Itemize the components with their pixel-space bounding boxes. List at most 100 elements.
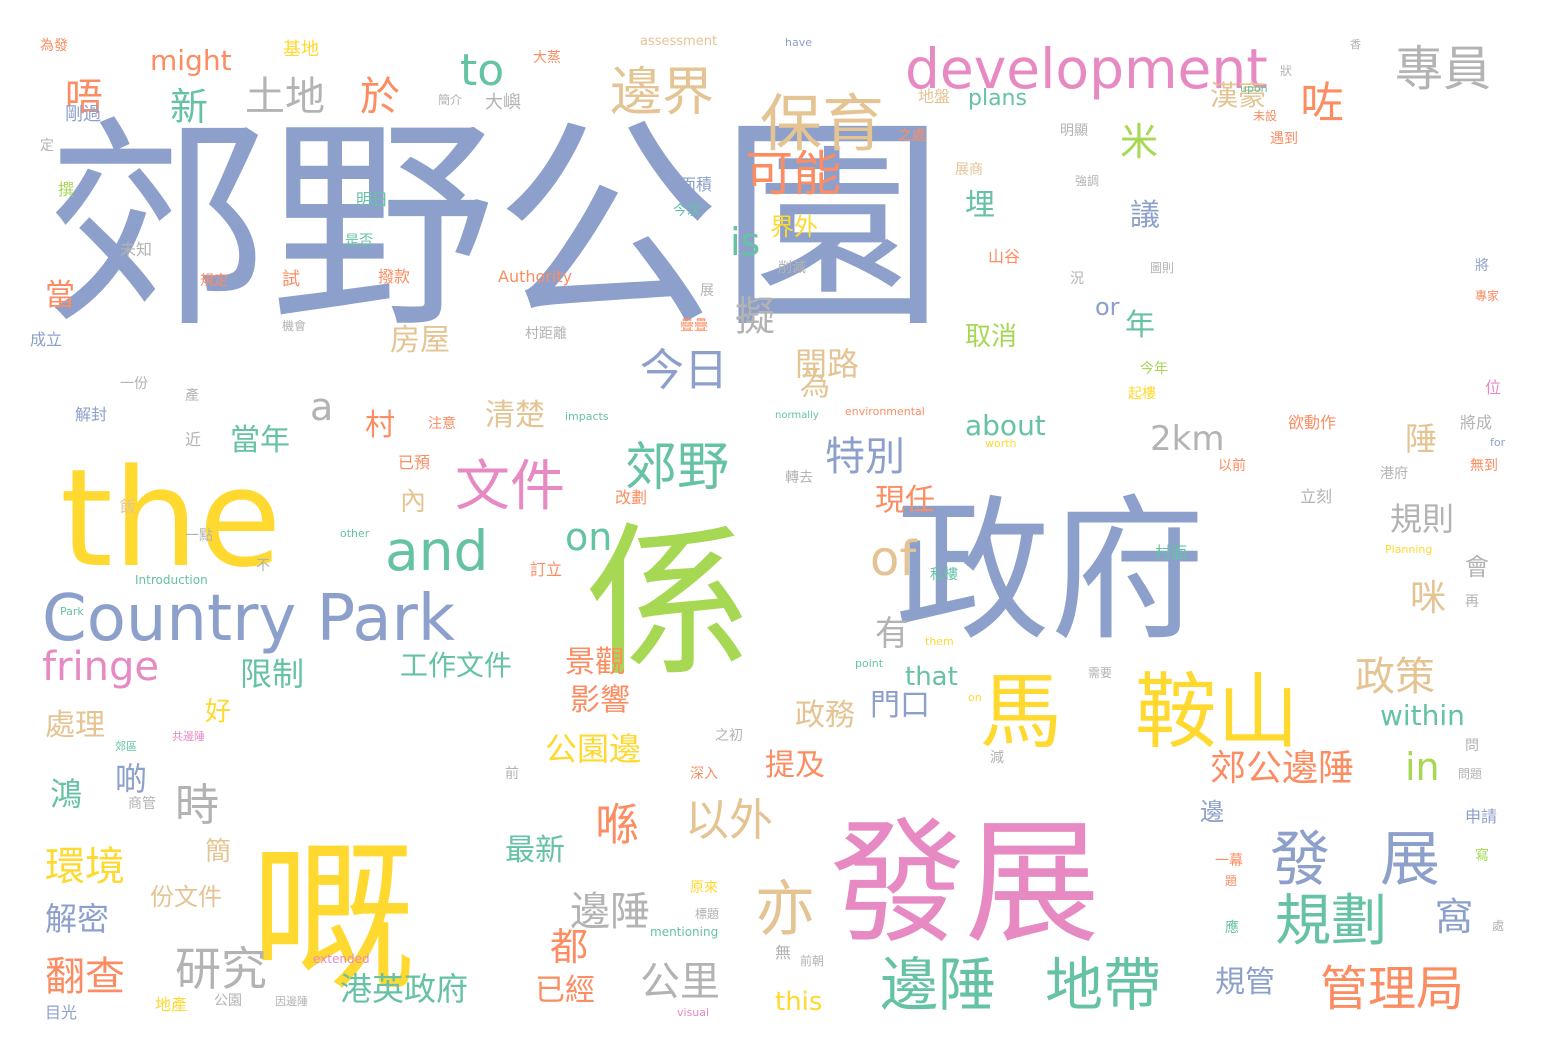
cloud-word: 係: [585, 507, 750, 699]
cloud-word: 當年: [230, 423, 290, 458]
cloud-word: 陲: [1405, 420, 1437, 458]
cloud-word: 將: [1475, 258, 1489, 274]
cloud-word: normally: [775, 410, 819, 421]
cloud-word: 份文件: [150, 883, 222, 911]
cloud-word: 邊陲: [570, 889, 650, 935]
cloud-word: 將成: [1460, 413, 1492, 432]
cloud-word: 環境: [45, 844, 125, 890]
cloud-word: 是否: [345, 233, 373, 249]
cloud-word: that: [905, 662, 958, 692]
cloud-word: 可能: [745, 146, 841, 202]
cloud-word: 公園邊: [545, 730, 641, 768]
cloud-word: 郊野: [625, 438, 729, 498]
cloud-word: 開路: [795, 345, 859, 383]
cloud-word: 立刻: [1300, 487, 1332, 506]
cloud-word: extended: [313, 952, 370, 966]
cloud-word: 咗: [1300, 78, 1344, 129]
cloud-word: 嘅: [250, 822, 415, 1014]
cloud-word: 目光: [45, 1003, 77, 1022]
cloud-word: 起樓: [1128, 386, 1156, 402]
cloud-word: 撰: [58, 180, 74, 199]
cloud-word: 大蒸: [533, 50, 561, 66]
cloud-word: 未知: [120, 240, 152, 259]
cloud-word: this: [775, 987, 822, 1017]
cloud-word: Authority: [498, 267, 572, 286]
cloud-word: 寫: [1475, 847, 1489, 864]
cloud-word: 翻查: [45, 954, 125, 1000]
cloud-word: 政府: [895, 481, 1205, 662]
cloud-word: 限制: [240, 655, 304, 693]
cloud-word: point: [855, 657, 884, 670]
cloud-word: 議: [1130, 198, 1160, 233]
cloud-word: Introduction: [135, 573, 208, 587]
cloud-word: 強調: [1075, 174, 1099, 188]
cloud-word: Country Park: [42, 582, 455, 656]
cloud-word: 為: [800, 368, 830, 403]
cloud-word: 規則: [1390, 500, 1454, 538]
cloud-word: environmental: [845, 405, 925, 418]
cloud-word: within: [1380, 699, 1465, 732]
cloud-word: 商管: [128, 796, 156, 812]
cloud-word: 山谷: [988, 247, 1020, 266]
cloud-word: 港英政府: [340, 970, 468, 1008]
cloud-word: 文件: [455, 454, 565, 518]
cloud-word: 私樓: [930, 567, 958, 583]
cloud-word: 村面: [1155, 543, 1187, 562]
cloud-word: them: [925, 635, 954, 648]
cloud-word: 展: [1380, 825, 1440, 895]
cloud-word: 機會: [282, 318, 306, 333]
cloud-word: a: [310, 385, 333, 429]
cloud-word: 保育: [760, 87, 884, 160]
cloud-word: impacts: [565, 410, 609, 423]
cloud-word: 最新: [505, 833, 565, 868]
cloud-word: 邊: [1200, 798, 1224, 826]
cloud-word: 啲: [115, 760, 147, 798]
cloud-word: visual: [677, 1006, 709, 1019]
cloud-word: 郊野公園: [45, 97, 945, 359]
cloud-word: 馬: [980, 665, 1062, 760]
cloud-word: 2km: [1150, 419, 1224, 459]
cloud-word: 發: [1270, 825, 1330, 895]
cloud-word: 況: [1070, 271, 1084, 287]
cloud-word: 問題: [1458, 767, 1482, 781]
cloud-word: 政務: [795, 698, 855, 733]
cloud-word: 題: [1225, 874, 1237, 888]
cloud-word: 港府: [1380, 466, 1408, 482]
cloud-word: 近: [185, 430, 201, 449]
cloud-word: the: [60, 440, 282, 597]
cloud-word: 簡: [205, 837, 231, 867]
cloud-word: 成立: [30, 330, 62, 349]
cloud-word: 邊陲: [880, 951, 996, 1019]
cloud-word: 原來: [690, 880, 718, 896]
cloud-word: 唔: [65, 75, 103, 119]
cloud-word: of: [870, 531, 917, 587]
cloud-word: development: [905, 37, 1268, 101]
cloud-word: 亦: [755, 875, 815, 945]
cloud-word: 地盤: [918, 87, 950, 106]
cloud-word: 前朝: [800, 953, 824, 968]
cloud-word: 疊疊: [680, 318, 708, 334]
cloud-word: 土地: [245, 74, 325, 120]
cloud-word: for: [1490, 436, 1506, 449]
cloud-word: on: [565, 515, 612, 559]
cloud-word: 郊公邊陲: [1210, 748, 1354, 789]
cloud-word: 改劃: [615, 488, 647, 507]
cloud-word: 解封: [75, 405, 107, 424]
cloud-word: 會: [1465, 553, 1489, 581]
cloud-word: 基地: [283, 39, 319, 60]
cloud-word: 鴻: [50, 775, 82, 813]
cloud-word: 窩: [1435, 895, 1473, 939]
cloud-word: 時: [175, 780, 219, 831]
cloud-word: 之初: [715, 727, 743, 744]
cloud-word: 大嶼: [485, 92, 521, 113]
cloud-word: 問: [1465, 738, 1479, 754]
cloud-word: 無到: [1470, 458, 1498, 474]
cloud-word: 明顯: [1060, 123, 1088, 139]
cloud-word: 不: [256, 558, 270, 574]
cloud-word: 為發: [40, 38, 68, 54]
cloud-word: 喺: [595, 800, 639, 851]
cloud-word: 遇到: [1270, 131, 1298, 147]
cloud-word: 以外: [685, 795, 773, 846]
cloud-word: 當: [45, 278, 75, 313]
cloud-word: 已預: [398, 453, 430, 472]
